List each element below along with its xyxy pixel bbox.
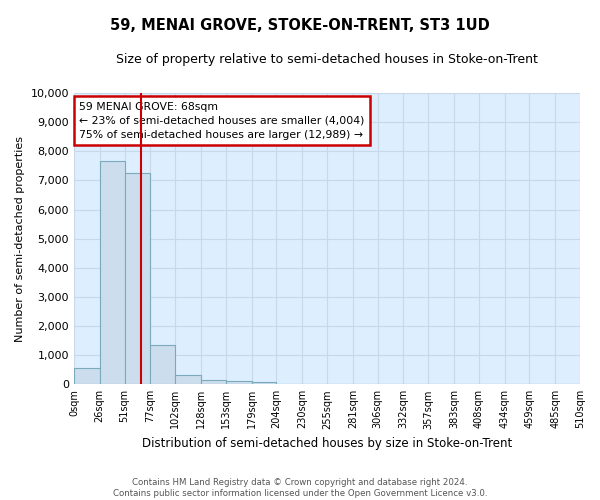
Title: Size of property relative to semi-detached houses in Stoke-on-Trent: Size of property relative to semi-detach… <box>116 52 538 66</box>
Bar <box>251 382 277 384</box>
X-axis label: Distribution of semi-detached houses by size in Stoke-on-Trent: Distribution of semi-detached houses by … <box>142 437 512 450</box>
Bar <box>125 173 151 384</box>
Text: 59, MENAI GROVE, STOKE-ON-TRENT, ST3 1UD: 59, MENAI GROVE, STOKE-ON-TRENT, ST3 1UD <box>110 18 490 32</box>
Text: Contains HM Land Registry data © Crown copyright and database right 2024.
Contai: Contains HM Land Registry data © Crown c… <box>113 478 487 498</box>
Bar <box>74 368 100 384</box>
Y-axis label: Number of semi-detached properties: Number of semi-detached properties <box>15 136 25 342</box>
Text: 59 MENAI GROVE: 68sqm
← 23% of semi-detached houses are smaller (4,004)
75% of s: 59 MENAI GROVE: 68sqm ← 23% of semi-deta… <box>79 102 364 140</box>
Bar <box>226 381 251 384</box>
Bar <box>175 375 201 384</box>
Bar <box>100 162 125 384</box>
Bar <box>201 380 226 384</box>
Bar <box>151 345 175 385</box>
